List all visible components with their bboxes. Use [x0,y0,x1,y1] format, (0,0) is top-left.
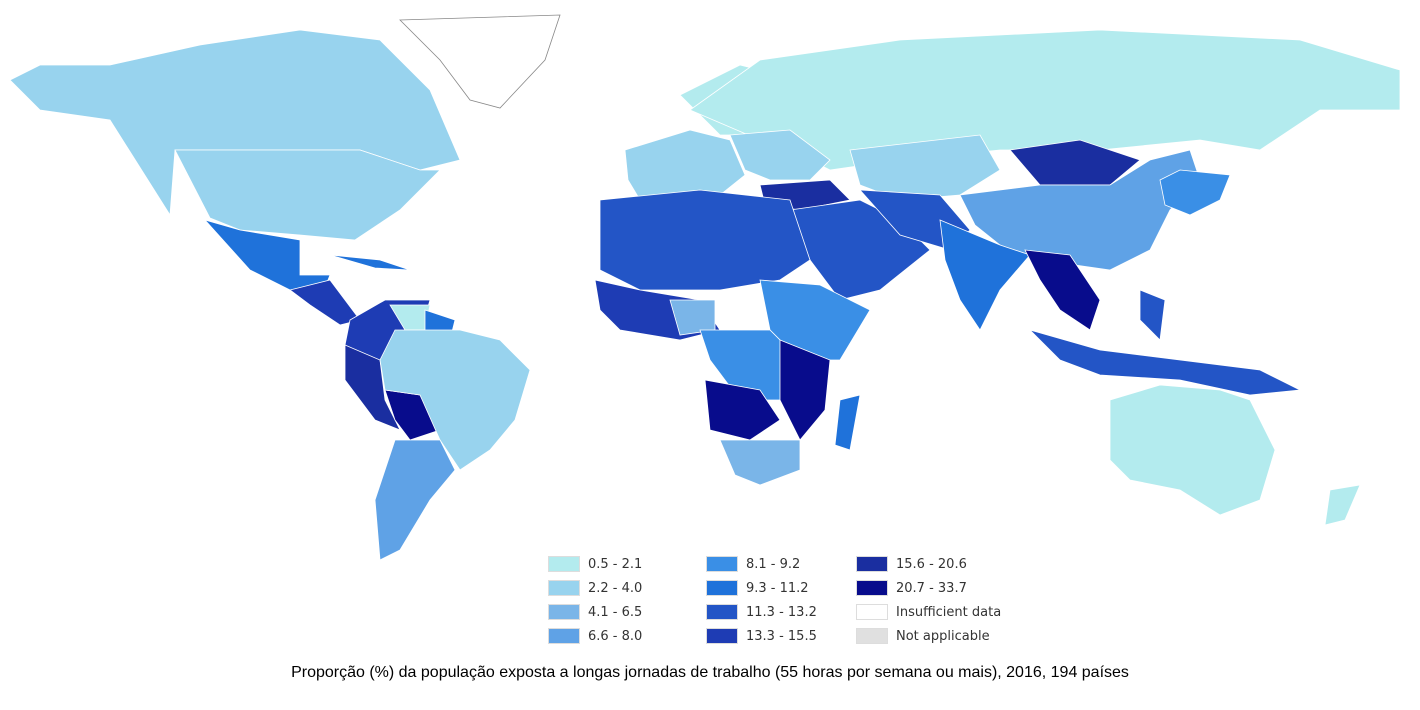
legend-swatch [548,604,580,620]
legend-item: 4.1 - 6.5 [548,603,706,621]
map-caption: Proporção (%) da população exposta a lon… [291,664,1129,681]
legend-item: 9.3 - 11.2 [706,579,856,597]
world-map [9,14,1401,561]
region-usa [174,149,441,241]
legend-item: 15.6 - 20.6 [856,555,1016,573]
region-japan-korea [1159,169,1231,216]
legend-label: 0.5 - 2.1 [588,556,643,572]
region-eastern-europe [729,129,831,181]
legend-label: 8.1 - 9.2 [746,556,801,572]
region-argentina-chile [374,439,456,561]
region-north-africa [599,189,811,291]
legend-item: 6.6 - 8.0 [548,627,706,645]
region-brazil [379,329,531,471]
legend-swatch [856,604,888,620]
legend-item: 13.3 - 15.5 [706,627,856,645]
legend-item: 8.1 - 9.2 [706,555,856,573]
legend-swatch [706,580,738,596]
legend-label: Insufficient data [896,604,1002,620]
region-indonesia [1028,329,1302,396]
legend-swatch [706,628,738,644]
legend-swatch [548,556,580,572]
legend-label: 6.6 - 8.0 [588,628,643,644]
region-southeast-asia [1024,249,1101,331]
legend-item: 0.5 - 2.1 [548,555,706,573]
legend-swatch [856,556,888,572]
legend-label: 13.3 - 15.5 [746,628,817,644]
region-india [939,219,1031,331]
legend-swatch [548,628,580,644]
region-tanzania-mozambique [779,339,831,441]
region-madagascar [834,394,861,451]
legend-swatch [706,604,738,620]
legend-swatch [548,580,580,596]
legend-swatch [856,580,888,596]
legend-label: 15.6 - 20.6 [896,556,967,572]
legend-label: 2.2 - 4.0 [588,580,643,596]
region-europe-west [624,129,746,201]
legend-label: 20.7 - 33.7 [896,580,967,596]
region-australia [1109,384,1276,516]
region-greenland [399,14,561,109]
region-mexico [203,219,331,301]
legend-swatch [706,556,738,572]
region-new-zealand [1324,484,1361,526]
region-caribbean [329,254,411,271]
legend-label: 11.3 - 13.2 [746,604,817,620]
legend-label: 4.1 - 6.5 [588,604,643,620]
region-angola-zambia [704,379,781,441]
region-southern-africa [719,439,801,486]
legend-swatch [856,628,888,644]
region-canada-alaska [9,29,461,217]
legend: 0.5 - 2.1 8.1 - 9.2 15.6 - 20.6 2.2 - 4.0 9.… [548,555,1016,645]
legend-item: 20.7 - 33.7 [856,579,1016,597]
region-philippines [1139,289,1166,341]
legend-item: Insufficient data [856,603,1016,621]
legend-label: Not applicable [896,628,990,644]
region-mongolia [1009,139,1141,186]
legend-item: 2.2 - 4.0 [548,579,706,597]
legend-label: 9.3 - 11.2 [746,580,809,596]
legend-item: 11.3 - 13.2 [706,603,856,621]
legend-item: Not applicable [856,627,1016,645]
